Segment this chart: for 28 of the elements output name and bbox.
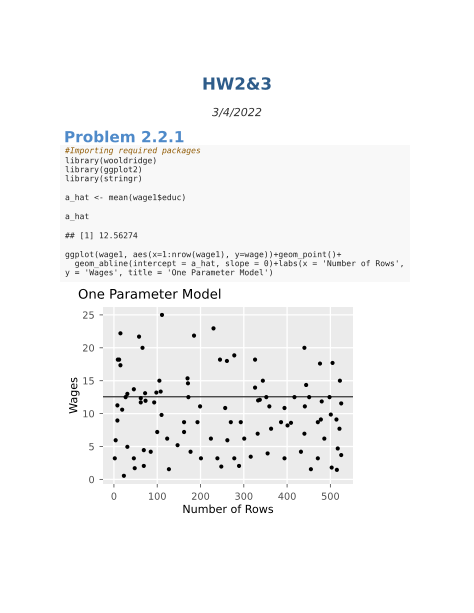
text: HW2&3 bbox=[204, 77, 271, 90]
x-tick-label: 100 bbox=[149, 492, 166, 500]
text: library(stringr) bbox=[66, 175, 141, 183]
text: #Importing required packages bbox=[64, 147, 200, 155]
chart-title: One Parameter Model bbox=[78, 288, 220, 299]
text: a_hat bbox=[66, 212, 88, 222]
text: library(ggplot2) bbox=[66, 166, 141, 174]
text: library(wooldridge) bbox=[66, 157, 156, 165]
text: ggplot(wage1, aes(x=1:nrow(wage1), y=wage))+geom_point()+ bbox=[65, 250, 342, 260]
text: y = 'Wages', title = 'One Parameter Model') bbox=[65, 269, 272, 277]
x-tick-label: 200 bbox=[192, 492, 210, 500]
y-axis-title: Wages bbox=[69, 378, 80, 414]
text: geom_abline(intercept = a_hat, slope = 0)+labs(x = 'Number of Rows', bbox=[75, 260, 403, 268]
text: ## [1] 12.56274 bbox=[65, 232, 138, 240]
text: Problem 2.2.1 bbox=[65, 130, 184, 142]
y-tick-label: 5 bbox=[89, 443, 94, 450]
y-tick-label: 15 bbox=[83, 377, 94, 385]
y-tick-label: 0 bbox=[89, 476, 94, 484]
x-tick-label: 0 bbox=[111, 492, 116, 500]
y-tick-label: 10 bbox=[83, 410, 94, 418]
text: a_hat <- mean(wage1$educ) bbox=[66, 194, 185, 202]
x-tick-label: 500 bbox=[322, 492, 340, 500]
text: 3/4/2022 bbox=[212, 108, 262, 118]
x-tick-label: 300 bbox=[235, 492, 252, 500]
x-tick-label: 400 bbox=[278, 492, 296, 500]
y-tick-label: 25 bbox=[83, 311, 94, 319]
y-tick-label: 20 bbox=[83, 344, 94, 352]
x-axis-title: Number of Rows bbox=[183, 504, 274, 514]
